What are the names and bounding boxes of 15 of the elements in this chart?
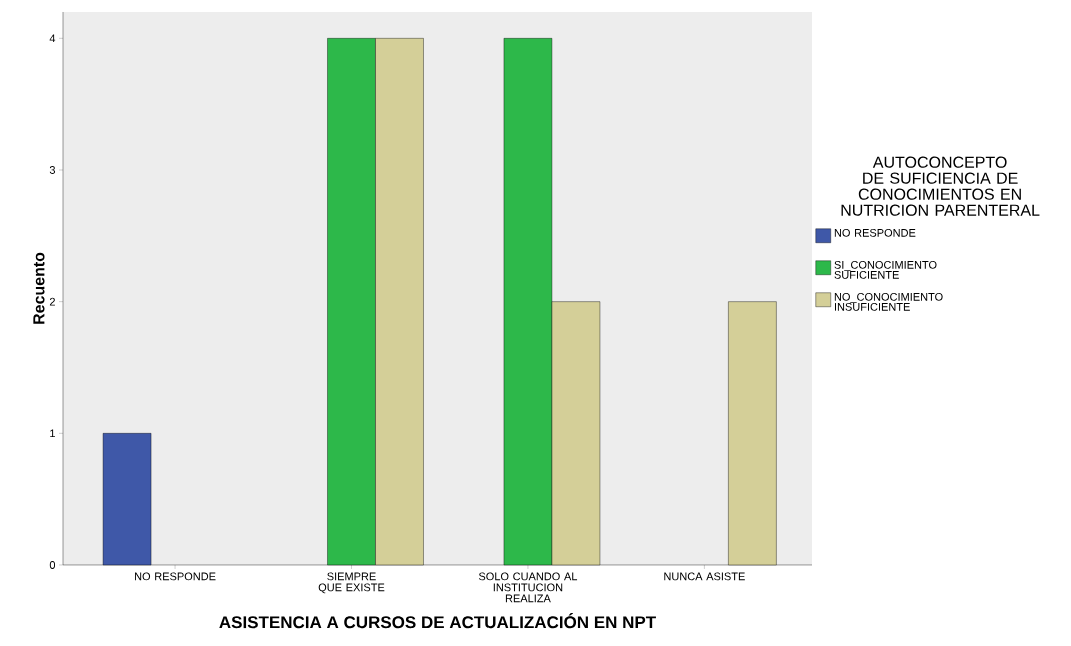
legend-label: NO RESPONDE bbox=[834, 228, 916, 237]
x-tick-label: SOLO CUANDO AL INSTITUCION REALIZA bbox=[478, 572, 578, 603]
y-tick-label: 1 bbox=[50, 429, 55, 438]
x-axis-title: ASISTENCIA A CURSOS DE ACTUALIZACIÓN EN NPT bbox=[219, 613, 656, 629]
y-tick-label: 2 bbox=[49, 297, 55, 306]
y-tick-label: 0 bbox=[49, 561, 56, 569]
legend-label: SI_CONOCIMIENTO SUFICIENTE bbox=[834, 260, 937, 279]
legend-title: AUTOCONCEPTO DE SUFICIENCIA DE CONOCIMIENTOS EN NUTRICION PARENTERAL bbox=[841, 156, 1040, 216]
legend-label: NO_CONOCIMIENTO INSUFICIENTE bbox=[834, 292, 943, 311]
y-tick-label: 4 bbox=[49, 34, 56, 43]
x-tick-label: NO RESPONDE bbox=[135, 572, 216, 581]
x-tick-label: NUNCA ASISTE bbox=[664, 572, 745, 581]
y-axis-title: Recuento bbox=[33, 252, 45, 324]
y-tick-label: 3 bbox=[49, 166, 56, 174]
x-tick-label: SIEMPRE QUE EXISTE bbox=[318, 572, 385, 594]
